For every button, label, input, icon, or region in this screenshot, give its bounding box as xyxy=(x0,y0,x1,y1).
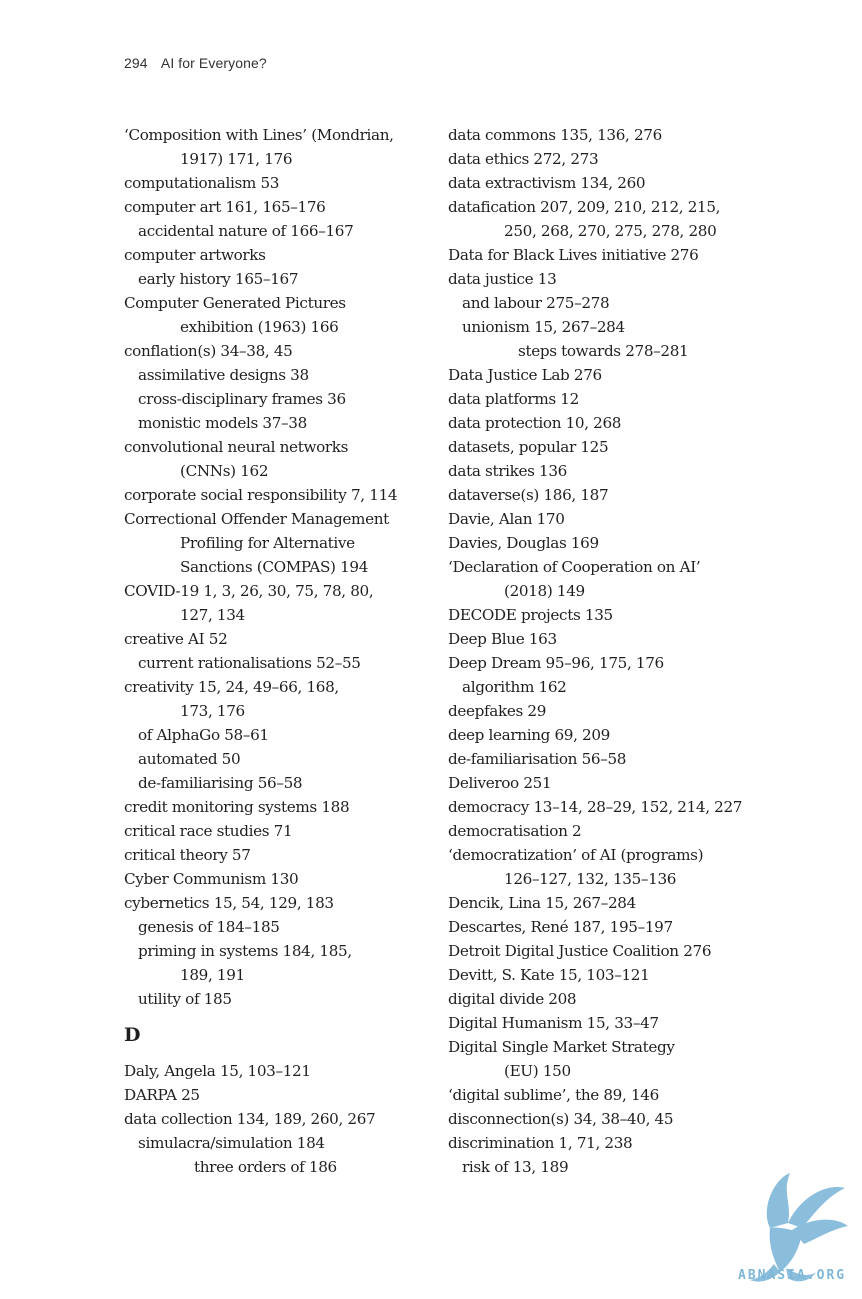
index-entry: ‘democratization’ of AI (programs) xyxy=(448,846,704,864)
index-entry: discrimination 1, 71, 238 xyxy=(448,1134,633,1152)
index-entry: Detroit Digital Justice Coalition 276 xyxy=(448,942,712,960)
index-entry: ‘Declaration of Cooperation on AI’ xyxy=(448,558,701,576)
index-entry: DECODE projects 135 xyxy=(448,606,613,624)
index-subentry: 250, 268, 270, 275, 278, 280 xyxy=(504,222,717,240)
index-entry: Daly, Angela 15, 103–121 xyxy=(124,1062,311,1080)
index-subentry: risk of 13, 189 xyxy=(462,1158,569,1176)
index-entry: Correctional Offender Management xyxy=(124,510,389,528)
index-subentry: de-familiarising 56–58 xyxy=(138,774,303,792)
index-subentry: cross-disciplinary frames 36 xyxy=(138,390,346,408)
index-subentry: accidental nature of 166–167 xyxy=(138,222,354,240)
index-entry: datafication 207, 209, 210, 212, 215, xyxy=(448,198,721,216)
page-number: 294 xyxy=(124,55,148,71)
index-entry: Davies, Douglas 169 xyxy=(448,534,599,552)
index-entry: de-familiarisation 56–58 xyxy=(448,750,627,768)
index-entry: data ethics 272, 273 xyxy=(448,150,599,168)
index-entry: data strikes 136 xyxy=(448,462,567,480)
index-entry: Devitt, S. Kate 15, 103–121 xyxy=(448,966,650,984)
index-entry: COVID-19 1, 3, 26, 30, 75, 78, 80, xyxy=(124,582,374,600)
index-entry: critical theory 57 xyxy=(124,846,251,864)
index-entry: Data for Black Lives initiative 276 xyxy=(448,246,699,264)
index-entry: corporate social responsibility 7, 114 xyxy=(124,486,398,504)
running-head: 294 AI for Everyone? xyxy=(124,55,267,71)
index-entry: conflation(s) 34–38, 45 xyxy=(124,342,293,360)
watermark-text: ABNASIA.ORG xyxy=(738,1268,847,1283)
index-subentry: current rationalisations 52–55 xyxy=(138,654,361,672)
index-entry: critical race studies 71 xyxy=(124,822,293,840)
index-subentry: automated 50 xyxy=(138,750,241,768)
index-subentry: assimilative designs 38 xyxy=(138,366,309,384)
index-entry: ‘Composition with Lines’ (Mondrian, xyxy=(124,126,394,144)
section-letter-heading: D xyxy=(124,1024,141,1046)
index-column-right: data commons 135, 136, 276 data ethics 27… xyxy=(448,123,778,1179)
index-subentry: 189, 191 xyxy=(180,966,245,984)
index-entry: deep learning 69, 209 xyxy=(448,726,610,744)
index-entry: Digital Humanism 15, 33–47 xyxy=(448,1014,659,1032)
index-subentry: steps towards 278–281 xyxy=(518,342,689,360)
index-entry: datasets, popular 125 xyxy=(448,438,609,456)
index-subentry: three orders of 186 xyxy=(194,1158,337,1176)
index-subentry: 126–127, 132, 135–136 xyxy=(504,870,677,888)
index-subentry: priming in systems 184, 185, xyxy=(138,942,352,960)
index-entry: Deep Blue 163 xyxy=(448,630,557,648)
index-subentry: (2018) 149 xyxy=(504,582,585,600)
index-entry: data protection 10, 268 xyxy=(448,414,622,432)
index-subentry: of AlphaGo 58–61 xyxy=(138,726,269,744)
index-entry: Cyber Communism 130 xyxy=(124,870,299,888)
index-entry: democracy 13–14, 28–29, 152, 214, 227 xyxy=(448,798,743,816)
index-subentry: monistic models 37–38 xyxy=(138,414,307,432)
index-entry: deepfakes 29 xyxy=(448,702,547,720)
index-subentry: (EU) 150 xyxy=(504,1062,571,1080)
index-subentry: genesis of 184–185 xyxy=(138,918,280,936)
index-subentry: early history 165–167 xyxy=(138,270,299,288)
index-column-left: ‘Composition with Lines’ (Mondrian, 1917)… xyxy=(124,123,442,1179)
index-entry: creativity 15, 24, 49–66, 168, xyxy=(124,678,339,696)
index-entry: democratisation 2 xyxy=(448,822,582,840)
index-subentry: Profiling for Alternative xyxy=(180,534,355,552)
index-entry: Digital Single Market Strategy xyxy=(448,1038,675,1056)
index-subentry: Sanctions (COMPAS) 194 xyxy=(180,558,369,576)
index-entry: disconnection(s) 34, 38–40, 45 xyxy=(448,1110,674,1128)
index-entry: computationalism 53 xyxy=(124,174,280,192)
index-entry: computer artworks xyxy=(124,246,266,264)
index-subentry: and labour 275–278 xyxy=(462,294,610,312)
index-entry: credit monitoring systems 188 xyxy=(124,798,350,816)
index-entry: Deliveroo 251 xyxy=(448,774,552,792)
index-entry: data platforms 12 xyxy=(448,390,579,408)
index-entry: data extractivism 134, 260 xyxy=(448,174,646,192)
index-subentry: unionism 15, 267–284 xyxy=(462,318,625,336)
index-entry: Deep Dream 95–96, 175, 176 xyxy=(448,654,664,672)
index-entry: data commons 135, 136, 276 xyxy=(448,126,662,144)
index-entry: Computer Generated Pictures xyxy=(124,294,346,312)
index-entry: Davie, Alan 170 xyxy=(448,510,565,528)
index-entry: Dencik, Lina 15, 267–284 xyxy=(448,894,636,912)
index-subentry: 127, 134 xyxy=(180,606,245,624)
index-subentry: 1917) 171, 176 xyxy=(180,150,293,168)
index-subentry: 173, 176 xyxy=(180,702,245,720)
index-subentry: (CNNs) 162 xyxy=(180,462,269,480)
index-entry: cybernetics 15, 54, 129, 183 xyxy=(124,894,334,912)
watermark-bird-icon xyxy=(750,1173,848,1282)
index-entry: digital divide 208 xyxy=(448,990,577,1008)
index-entry: Descartes, René 187, 195–197 xyxy=(448,918,673,936)
index-entry: creative AI 52 xyxy=(124,630,228,648)
index-subentry: algorithm 162 xyxy=(462,678,567,696)
index-entry: DARPA 25 xyxy=(124,1086,200,1104)
index-subentry: simulacra/simulation 184 xyxy=(138,1134,325,1152)
index-entry: data justice 13 xyxy=(448,270,557,288)
index-subentry: exhibition (1963) 166 xyxy=(180,318,339,336)
index-entry: dataverse(s) 186, 187 xyxy=(448,486,609,504)
book-title: AI for Everyone? xyxy=(160,55,267,71)
index-entry: computer art 161, 165–176 xyxy=(124,198,326,216)
index-entry: ‘digital sublime’, the 89, 146 xyxy=(448,1086,659,1104)
index-entry: convolutional neural networks xyxy=(124,438,349,456)
index-entry: data collection 134, 189, 260, 267 xyxy=(124,1110,376,1128)
index-entry: Data Justice Lab 276 xyxy=(448,366,602,384)
index-subentry: utility of 185 xyxy=(138,990,232,1008)
